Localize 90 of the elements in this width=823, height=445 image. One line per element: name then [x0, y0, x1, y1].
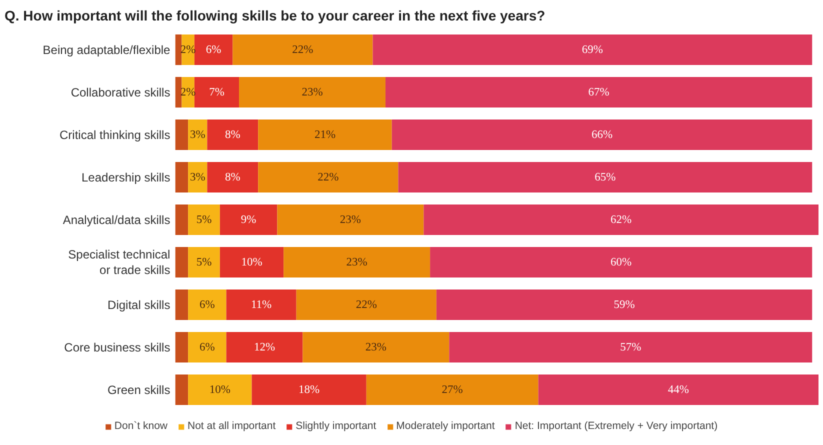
data-label: 9%: [240, 214, 257, 226]
bar: [188, 332, 226, 363]
data-label: 3%: [190, 128, 206, 141]
legend-label: Don`t know: [114, 420, 168, 432]
bar: [232, 34, 373, 66]
bar: [175, 162, 188, 193]
bar: [258, 162, 398, 193]
bar: [207, 162, 258, 193]
bar: [175, 76, 182, 108]
bar: [366, 374, 538, 406]
data-label: 22%: [292, 44, 314, 56]
data-label: 8%: [224, 128, 241, 141]
bar: [277, 204, 424, 236]
data-label: 23%: [346, 256, 368, 268]
bar: [188, 246, 220, 278]
bar: [252, 374, 366, 406]
bar: [188, 204, 220, 236]
bar: [175, 374, 188, 406]
data-label: 44%: [668, 384, 690, 396]
data-label: 23%: [340, 214, 362, 226]
y-tick-label: Analytical/data skills: [62, 212, 170, 227]
bar: [372, 34, 812, 66]
bar: [220, 204, 278, 236]
y-tick-label: Being adaptable/flexible: [42, 42, 171, 57]
chart-title: Q. How important will the following skills be to your career in the next five years?: [4, 8, 546, 24]
bar: [175, 289, 188, 320]
bar: [175, 246, 188, 278]
data-label: 59%: [614, 298, 636, 311]
y-tick-label: Digital skills: [108, 298, 170, 312]
data-label: 6%: [200, 298, 216, 311]
data-label: 27%: [442, 384, 464, 396]
bar: [194, 76, 240, 108]
bar: [226, 289, 296, 320]
data-label: 18%: [298, 384, 320, 396]
data-label: 10%: [241, 256, 263, 268]
bar: [392, 119, 812, 150]
data-label: 62%: [610, 214, 632, 226]
legend-label: Net: Important (Extremely + Very important): [514, 420, 718, 432]
data-label: 57%: [620, 341, 642, 354]
y-tick-label: Collaborative skills: [70, 85, 170, 100]
y-tick-label: Specialist technical or trade skills: [68, 248, 170, 277]
data-label: 69%: [582, 44, 604, 56]
y-tick-label: Critical thinking skills: [60, 128, 170, 142]
data-label: 5%: [196, 214, 212, 226]
y-tick-label: Green skills: [108, 382, 170, 397]
bar: [175, 34, 182, 66]
bar: [430, 246, 812, 278]
data-label: 3%: [190, 171, 206, 184]
bar: [302, 332, 450, 363]
bar: [449, 332, 812, 363]
bar: [296, 289, 436, 320]
bar: [226, 332, 303, 363]
data-label: 22%: [318, 171, 340, 184]
bar: [175, 332, 188, 363]
data-label: 8%: [224, 171, 241, 184]
bar: [538, 374, 818, 406]
legend-label: Slightly important: [296, 420, 376, 432]
bar: [239, 76, 386, 108]
data-label: 7%: [209, 86, 225, 98]
y-tick-label: Leadership skills: [82, 170, 170, 184]
bar: [385, 76, 812, 108]
data-label: 23%: [365, 341, 387, 354]
bar: [220, 246, 284, 278]
bar: [188, 289, 226, 320]
data-label: 5%: [196, 256, 212, 268]
data-label: 66%: [591, 128, 613, 141]
data-label: 23%: [302, 86, 324, 98]
legend-label: Moderately important: [396, 420, 495, 432]
data-label: 10%: [209, 384, 231, 396]
data-label: 22%: [356, 298, 378, 311]
bar: [284, 246, 430, 278]
data-label: 6%: [206, 44, 222, 56]
bar: [175, 204, 188, 236]
bar: [398, 162, 812, 193]
bar: [175, 119, 188, 150]
data-label: 65%: [594, 171, 616, 184]
bar: [424, 204, 818, 236]
data-label: 67%: [588, 86, 610, 98]
y-tick-label: Core business skills: [64, 340, 170, 354]
bar: [194, 34, 233, 66]
bar: [207, 119, 258, 150]
bar: [436, 289, 812, 320]
legend-label: Not at all important: [188, 420, 276, 432]
data-label: 6%: [200, 341, 216, 354]
bar: [188, 374, 252, 406]
data-label: 21%: [314, 128, 336, 141]
data-label: 12%: [254, 341, 276, 354]
bar: [258, 119, 392, 150]
data-label: 60%: [610, 256, 632, 268]
data-label: 11%: [250, 298, 272, 311]
